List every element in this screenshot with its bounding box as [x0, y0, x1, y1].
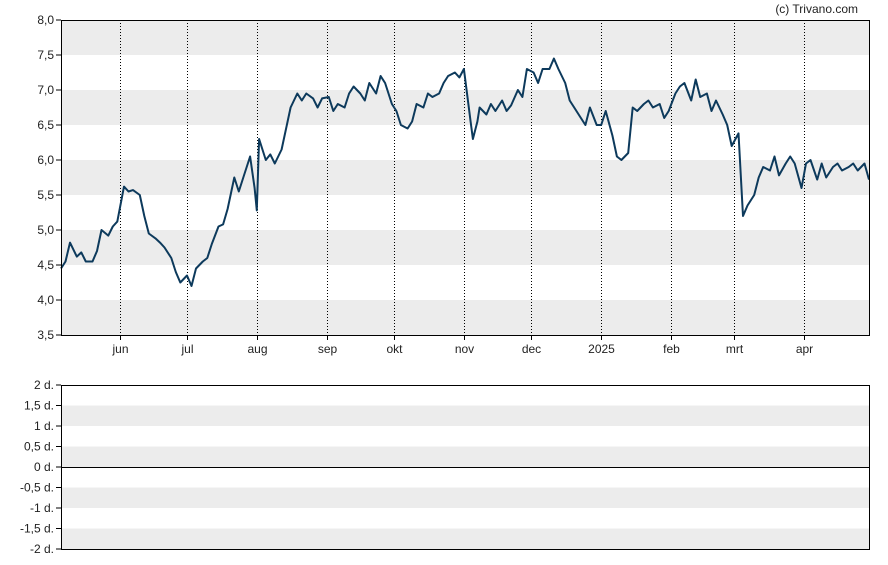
y-tick-label: 2 d. — [34, 378, 54, 392]
y-tick-label: 6,5 — [37, 118, 54, 132]
y-tick-label: 3,5 — [37, 328, 54, 342]
x-tick-label: sep — [318, 342, 338, 356]
y-tick-label: 1 d. — [34, 419, 54, 433]
y-tick-label: -0,5 d. — [20, 481, 54, 495]
x-tick-label: 2025 — [588, 342, 615, 356]
y-tick-label: -1,5 d. — [20, 522, 54, 536]
grid-band — [61, 230, 869, 265]
x-tick-label: okt — [386, 342, 403, 356]
y-tick-label: -1 d. — [30, 501, 54, 515]
y-tick-label: 1,5 d. — [24, 399, 54, 413]
x-tick-label: dec — [522, 342, 541, 356]
y-tick-label: 0 d. — [34, 460, 54, 474]
y-tick-label: 4,0 — [37, 293, 54, 307]
x-tick-label: aug — [247, 342, 267, 356]
dividend-y-axis: 2 d. 1,5 d. 1 d. 0,5 d. 0 d. -0,5 d. -1 d. -1,5… — [20, 378, 61, 556]
dividend-panel: 2 d. 1,5 d. 1 d. 0,5 d. 0 d. -0,5 d. -1 d. -1,5… — [20, 378, 870, 556]
x-tick-label: feb — [663, 342, 680, 356]
grid-band — [61, 405, 869, 426]
price-line — [60, 57, 870, 287]
grid-band — [61, 528, 869, 549]
dividend-panel-frame — [61, 385, 870, 550]
y-tick-label: -2 d. — [30, 542, 54, 556]
price-y-axis: 8,0 7,5 7,0 6,5 6,0 5,5 5,0 4,5 4,0 3,5 — [37, 13, 61, 342]
price-panel-frame — [61, 20, 870, 336]
grid-band — [61, 160, 869, 195]
x-tick-label: jul — [180, 342, 193, 356]
y-tick-label: 0,5 d. — [24, 440, 54, 454]
y-tick-label: 5,5 — [37, 188, 54, 202]
dividend-grid-bands — [61, 405, 869, 549]
grid-band — [61, 446, 869, 467]
price-panel: 8,0 7,5 7,0 6,5 6,0 5,5 5,0 4,5 4,0 3,5 jun jul aug… — [37, 13, 870, 356]
x-tick-label: jun — [111, 342, 128, 356]
grid-band — [61, 487, 869, 508]
y-tick-label: 4,5 — [37, 258, 54, 272]
y-tick-label: 7,5 — [37, 48, 54, 62]
x-tick-label: mrt — [726, 342, 744, 356]
copyright-label: (c) Trivano.com — [775, 2, 858, 16]
y-tick-label: 6,0 — [37, 153, 54, 167]
y-tick-label: 5,0 — [37, 223, 54, 237]
y-tick-label: 8,0 — [37, 13, 54, 27]
month-x-axis: jun jul aug sep okt nov dec 2025 feb mrt apr — [111, 335, 813, 356]
y-tick-label: 7,0 — [37, 83, 54, 97]
grid-band — [61, 20, 869, 55]
x-tick-label: nov — [455, 342, 474, 356]
x-tick-label: apr — [796, 342, 813, 356]
